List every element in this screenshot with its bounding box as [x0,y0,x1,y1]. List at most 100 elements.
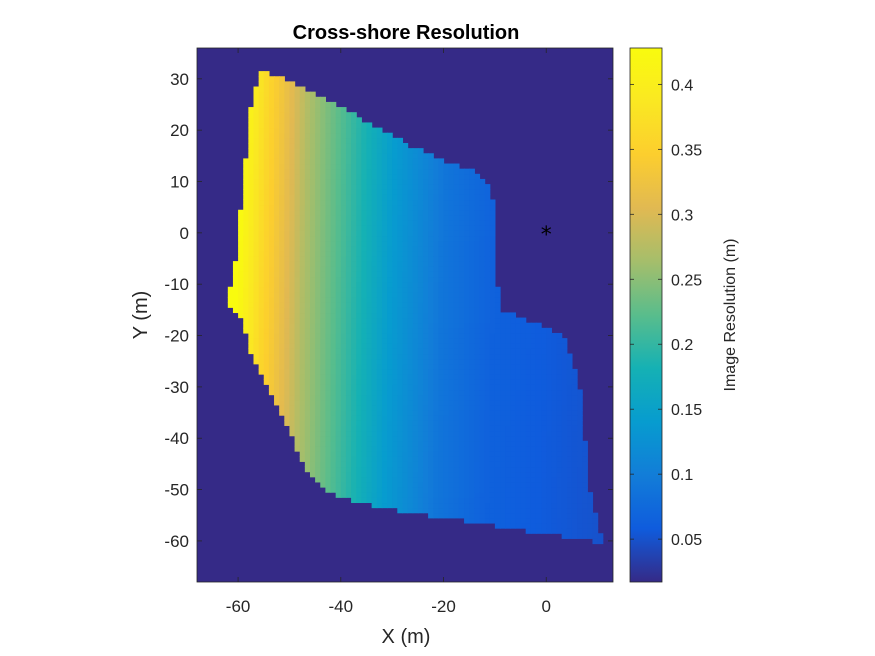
heatmap-cell [469,445,475,452]
heatmap-cell [397,261,404,267]
heatmap-cell [381,348,388,355]
heatmap-cell [330,225,337,231]
heatmap-cell [387,286,393,293]
heatmap-cell [577,466,583,473]
heatmap-cell [289,91,296,98]
heatmap-cell [479,338,486,344]
heatmap-cell [448,332,455,339]
heatmap-cell [443,291,450,298]
heatmap-cell [227,302,234,308]
heatmap-cell [453,235,460,242]
heatmap-cell [422,322,429,329]
heatmap-cell [381,168,388,175]
heatmap-cell [458,240,465,247]
heatmap-cell [474,291,481,298]
heatmap-cell [268,194,275,201]
heatmap-cell [268,261,275,267]
heatmap-cell [484,312,491,319]
heatmap-cell [345,276,352,283]
heatmap-cell [335,112,342,118]
heatmap-cell [484,507,491,514]
heatmap-cell [582,481,588,488]
heatmap-cell [566,379,573,385]
heatmap-cell [489,487,496,493]
heatmap-cell [351,127,357,134]
heatmap-cell [258,148,265,154]
heatmap-cell [330,163,337,170]
heatmap-cell [381,158,388,165]
heatmap-cell [392,471,398,478]
heatmap-cell [556,358,563,365]
heatmap-cell [376,255,383,262]
heatmap-cell [299,194,306,201]
heatmap-cell [402,245,409,252]
heatmap-cell [546,435,552,442]
heatmap-cell [356,420,362,426]
heatmap-cell [340,312,347,319]
heatmap-cell [294,317,301,324]
heatmap-cell [402,142,409,149]
heatmap-cell [253,250,260,257]
heatmap-cell [381,261,388,267]
heatmap-cell [284,240,291,247]
heatmap-cell [443,173,450,180]
heatmap-cell [433,307,439,314]
heatmap-cell [541,476,547,483]
heatmap-cell [376,163,383,170]
heatmap-cell [407,153,414,159]
heatmap-cell [551,415,558,421]
heatmap-cell [335,487,342,493]
heatmap-cell [556,374,563,380]
heatmap-cell [366,487,373,493]
heatmap-cell [428,302,434,308]
heatmap-cell [464,209,470,216]
heatmap-cell [361,153,368,159]
heatmap-cell [546,461,552,468]
heatmap-cell [330,389,337,396]
heatmap-cell [392,368,398,375]
heatmap-cell [299,117,306,124]
heatmap-cell [376,461,383,468]
heatmap-cell [289,101,296,108]
heatmap-cell [464,286,470,293]
heatmap-cell [433,189,439,195]
heatmap-cell [489,358,496,365]
heatmap-cell [443,281,450,288]
heatmap-cell [566,487,573,493]
heatmap-cell [443,456,450,462]
heatmap-cell [453,245,460,252]
heatmap-cell [371,487,378,493]
heatmap-cell [505,487,511,493]
heatmap-cell [325,348,332,355]
heatmap-cell [551,374,558,380]
heatmap-cell [417,255,424,262]
heatmap-cell [479,266,486,272]
heatmap-cell [356,271,362,278]
heatmap-cell [330,194,337,201]
heatmap-cell [351,276,357,283]
heatmap-cell [243,271,249,278]
heatmap-cell [458,214,465,221]
heatmap-cell [484,261,491,267]
heatmap-cell [315,266,321,272]
heatmap-cell [243,220,249,226]
heatmap-cell [453,394,460,401]
heatmap-cell [412,384,419,391]
heatmap-cell [428,420,434,426]
heatmap-cell [356,276,362,283]
heatmap-cell [458,425,465,432]
heatmap-cell [535,471,542,478]
heatmap-cell [381,322,388,329]
heatmap-cell [407,451,414,457]
heatmap-cell [279,91,285,98]
heatmap-cell [474,363,481,370]
heatmap-cell [484,189,491,195]
heatmap-cell [381,492,388,498]
heatmap-cell [309,430,316,437]
heatmap-cell [315,404,321,411]
heatmap-cell [474,456,481,462]
heatmap-cell [458,184,465,190]
heatmap-cell [505,317,511,324]
colorbar-tick-label: 0.25 [671,272,702,289]
